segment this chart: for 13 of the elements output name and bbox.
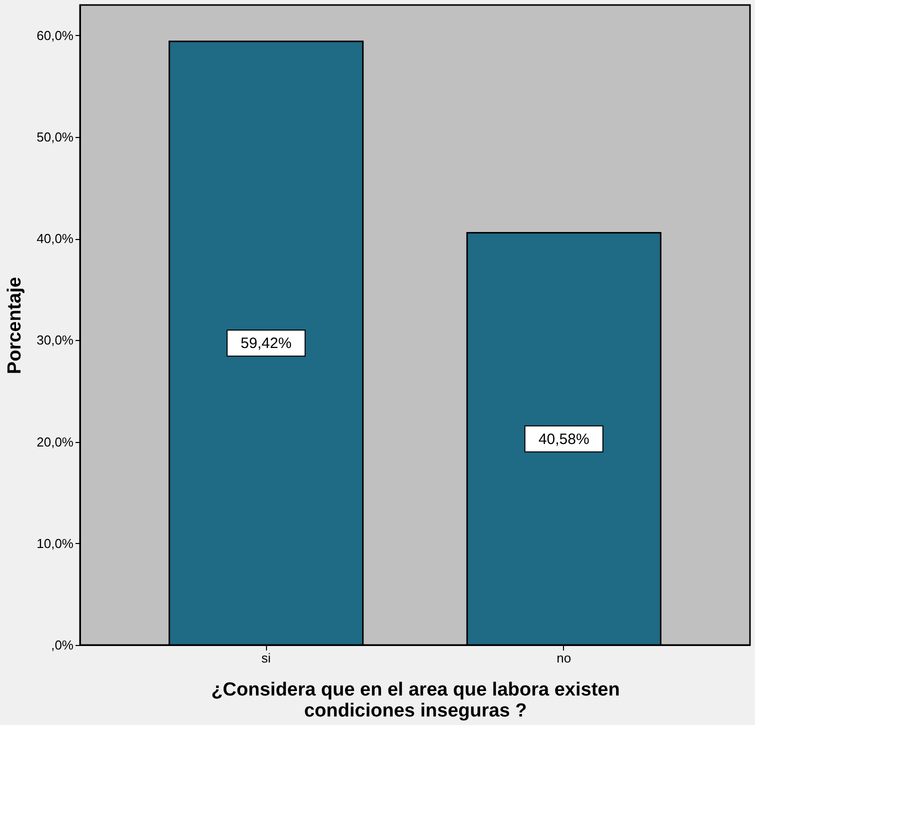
x-tick-label: no <box>556 650 572 666</box>
y-tick-label: 60,0% <box>36 28 74 43</box>
x-axis-title: ¿Considera que en el area que labora existen condiciones inseguras ? <box>211 680 620 722</box>
y-tick-label: ,0% <box>51 638 74 652</box>
y-axis-title: Porcentaje <box>4 276 26 374</box>
data-label: 40,58% <box>538 430 590 448</box>
y-tick-label: 20,0% <box>36 434 74 450</box>
y-tick-label: 40,0% <box>36 231 74 246</box>
y-tick-label: 10,0% <box>36 536 74 551</box>
data-label: 59,42% <box>240 335 292 352</box>
y-tick-label: 30,0% <box>36 332 74 348</box>
x-tick-label: si <box>261 650 271 666</box>
y-tick-label: 50,0% <box>36 130 74 145</box>
